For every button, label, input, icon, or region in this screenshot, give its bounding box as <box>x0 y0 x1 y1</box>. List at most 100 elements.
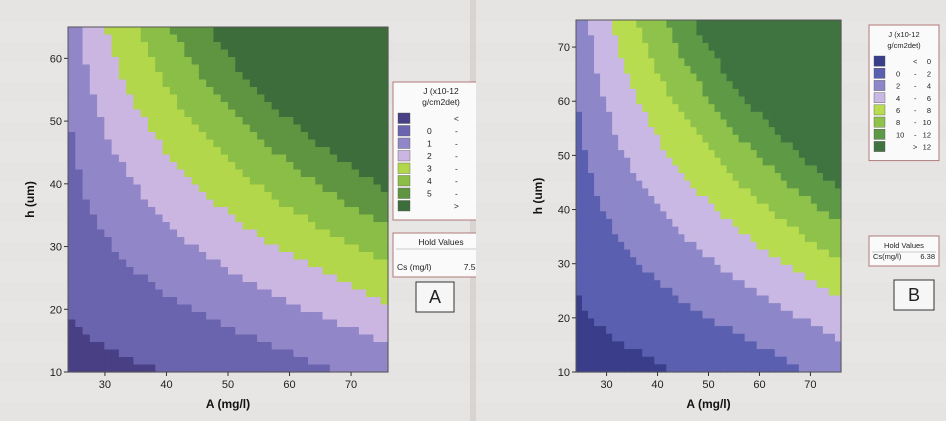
contour-cell <box>358 259 367 268</box>
contour-cell <box>75 87 84 96</box>
contour-cell <box>104 139 113 148</box>
contour-cell <box>732 341 740 350</box>
contour-cell <box>249 319 258 328</box>
contour-cell <box>82 184 91 193</box>
contour-cell <box>588 173 595 182</box>
contour-cell <box>315 252 324 261</box>
contour-cell <box>720 111 728 121</box>
contour-cell <box>329 109 338 118</box>
contour-cell <box>708 127 716 136</box>
contour-cell <box>329 357 338 366</box>
contour-cell <box>271 222 280 231</box>
contour-cell <box>315 94 324 103</box>
contour-cell <box>792 73 800 82</box>
contour-cell <box>714 42 722 52</box>
contour-cell <box>684 104 692 113</box>
contour-cell <box>774 326 782 335</box>
contour-cell <box>97 49 105 58</box>
contour-cell <box>588 303 595 312</box>
contour-cell <box>344 87 353 96</box>
contour-cell <box>798 303 806 312</box>
contour-cell <box>720 142 728 151</box>
contour-cell <box>714 73 722 82</box>
contour-cell <box>220 124 229 133</box>
contour-cell <box>576 27 583 36</box>
contour-cell <box>792 341 800 350</box>
contour-cell <box>714 81 722 90</box>
contour-cell <box>660 318 667 327</box>
contour-cell <box>286 72 295 81</box>
contour-cell <box>358 199 367 208</box>
contour-cell <box>690 88 698 98</box>
contour-cell <box>720 50 728 59</box>
contour-cell <box>278 237 287 246</box>
contour-cell <box>278 132 287 141</box>
contour-cell <box>308 207 316 216</box>
contour-cell <box>351 357 360 366</box>
contour-cell <box>588 203 595 212</box>
contour-cell <box>624 295 631 304</box>
contour-cell <box>177 282 185 291</box>
contour-cell <box>155 327 164 336</box>
contour-cell <box>708 142 716 151</box>
legend-range-sep: > <box>913 143 918 152</box>
contour-cell <box>111 87 120 96</box>
contour-cell <box>184 147 193 156</box>
contour-cell <box>648 264 655 274</box>
contour-cell <box>600 280 607 289</box>
contour-cell <box>726 333 734 342</box>
contour-cell <box>594 35 601 44</box>
contour-cell <box>600 111 607 121</box>
contour-cell <box>594 20 601 29</box>
contour-cell <box>804 356 812 365</box>
contour-cell <box>89 102 98 111</box>
contour-cell <box>762 211 770 220</box>
contour-cell <box>315 79 324 88</box>
contour-cell <box>82 207 91 216</box>
contour-cell <box>582 119 589 128</box>
contour-cell <box>133 72 142 81</box>
contour-cell <box>738 196 746 205</box>
contour-cell <box>744 318 752 327</box>
contour-cell <box>762 73 770 82</box>
contour-cell <box>612 349 619 358</box>
contour-cell <box>750 218 758 228</box>
contour-cell <box>366 319 375 328</box>
contour-cell <box>594 104 601 113</box>
contour-cell <box>82 87 91 96</box>
contour-cell <box>666 318 673 327</box>
contour-cell <box>582 142 589 151</box>
contour-cell <box>834 364 842 373</box>
contour-cell <box>82 312 91 321</box>
contour-cell <box>380 27 389 36</box>
contour-cell <box>714 20 722 29</box>
contour-cell <box>576 104 583 113</box>
contour-cell <box>666 211 673 220</box>
contour-cell <box>111 147 120 156</box>
contour-cell <box>684 50 692 59</box>
contour-cell <box>588 58 595 67</box>
contour-cell <box>300 139 309 148</box>
contour-cell <box>118 79 127 88</box>
contour-cell <box>720 188 728 197</box>
contour-cell <box>666 27 673 36</box>
contour-cell <box>630 203 637 212</box>
contour-cell <box>257 327 265 336</box>
contour-cell <box>177 327 185 336</box>
contour-cell <box>744 119 752 128</box>
contour-cell <box>828 211 836 220</box>
contour-cell <box>337 57 345 66</box>
contour-cell <box>97 79 105 88</box>
contour-cell <box>600 50 607 59</box>
contour-cell <box>756 364 764 373</box>
contour-cell <box>768 134 776 144</box>
contour-cell <box>726 104 734 113</box>
contour-cell <box>750 35 758 44</box>
contour-fill <box>576 20 842 373</box>
contour-cell <box>380 289 389 298</box>
contour-cell <box>169 132 178 141</box>
contour-cell <box>366 237 375 246</box>
contour-cell <box>822 150 830 159</box>
contour-cell <box>834 226 842 235</box>
contour-cell <box>228 364 236 373</box>
